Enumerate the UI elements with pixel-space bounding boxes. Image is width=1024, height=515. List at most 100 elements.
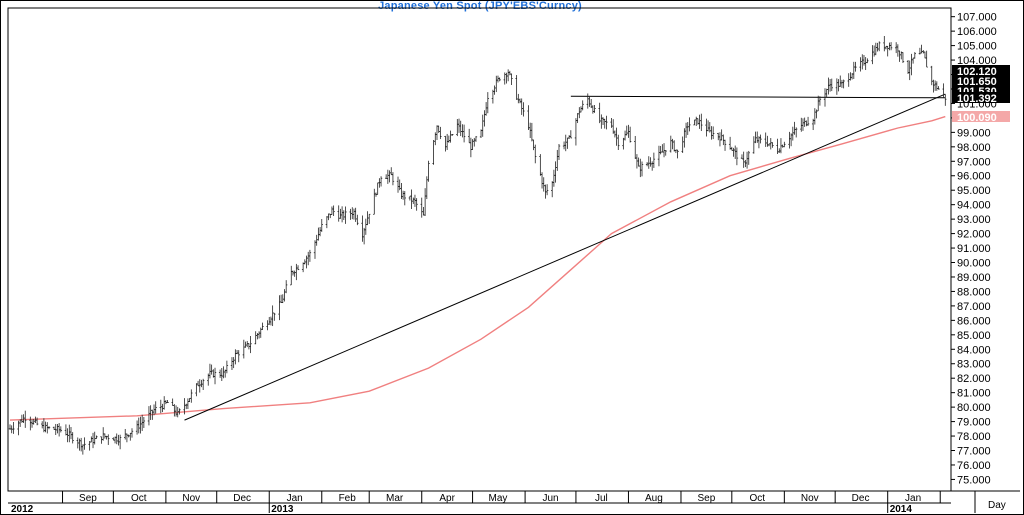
month-label: Sep — [79, 493, 97, 504]
ohlc-bar — [647, 156, 650, 169]
month-label: Jul — [595, 493, 608, 504]
ohlc-bar — [827, 77, 830, 95]
ohlc-bar — [337, 205, 340, 222]
ohlc-bar — [339, 208, 342, 219]
ohlc-bar — [352, 208, 356, 220]
month-label: Nov — [801, 493, 819, 504]
ohlc-bar — [483, 110, 486, 127]
ohlc-bar — [451, 134, 454, 136]
ohlc-bar — [711, 126, 715, 140]
year-label: 2012 — [11, 504, 34, 515]
ohlc-bar — [923, 51, 927, 59]
y-tick-label: 99.000 — [957, 127, 991, 139]
ohlc-bar — [354, 207, 357, 222]
ohlc-bar — [623, 130, 627, 141]
ohlc-bar — [574, 118, 578, 146]
ohlc-bar — [745, 151, 749, 169]
ohlc-bar — [576, 113, 579, 124]
month-label: Dec — [852, 493, 870, 504]
year-label: 2014 — [890, 504, 913, 515]
ohlc-bar — [557, 144, 561, 161]
ohlc-bar — [720, 129, 723, 141]
price-tag-box — [952, 85, 1010, 96]
month-label: Sep — [697, 493, 715, 504]
ohlc-bar — [284, 280, 288, 294]
ohlc-bar — [617, 134, 620, 151]
ohlc-bar — [495, 75, 498, 93]
ohlc-bar — [388, 170, 391, 183]
ohlc-bar — [149, 405, 152, 420]
ohlc-bar — [408, 195, 412, 201]
ohlc-bar — [930, 65, 933, 86]
ohlc-bar — [742, 151, 745, 168]
ohlc-bar — [942, 83, 945, 98]
ohlc-bar — [515, 75, 518, 100]
y-tick-label: 81.000 — [957, 388, 991, 400]
ohlc-bar — [386, 169, 390, 184]
ohlc-bar — [474, 136, 478, 142]
ohlc-bar — [307, 251, 310, 266]
ohlc-bar — [137, 417, 140, 434]
ohlc-bar — [835, 78, 839, 95]
y-tick-label: 80.000 — [957, 402, 991, 414]
ohlc-bar — [118, 434, 122, 450]
y-tick-label: 76.000 — [957, 460, 991, 472]
ohlc-bar — [305, 255, 308, 269]
ohlc-bar — [459, 120, 462, 137]
ohlc-bar — [696, 118, 700, 125]
ohlc-bar — [471, 139, 474, 150]
ohlc-bar — [257, 331, 261, 339]
ohlc-bar — [551, 181, 554, 198]
ohlc-bar — [368, 213, 371, 224]
ohlc-bar — [791, 126, 795, 141]
ohlc-bar — [171, 398, 174, 406]
ohlc-bar — [759, 134, 762, 144]
ohlc-bar — [813, 108, 817, 125]
ohlc-bar — [332, 205, 335, 217]
ohlc-bar — [640, 161, 644, 177]
ohlc-bar — [93, 431, 96, 445]
ohlc-bar — [315, 234, 318, 246]
ohlc-bar — [456, 119, 459, 137]
ohlc-bar — [705, 118, 708, 137]
ohlc-bar — [894, 42, 898, 54]
ohlc-bar — [918, 47, 922, 55]
ohlc-bar — [320, 219, 323, 232]
ohlc-bar — [578, 107, 581, 119]
ohlc-bar — [135, 420, 139, 435]
ohlc-bar — [376, 182, 379, 195]
ohlc-bar — [625, 125, 628, 136]
ohlc-bar — [139, 416, 142, 434]
ohlc-bar — [161, 403, 164, 413]
ohlc-bar — [68, 424, 71, 443]
ohlc-bar — [849, 72, 852, 81]
ohlc-bar — [566, 137, 569, 149]
ohlc-bar — [112, 437, 115, 441]
ohlc-bar — [771, 142, 774, 148]
ohlc-bar — [889, 42, 893, 51]
ohlc-bar — [325, 216, 329, 229]
price-tag-label: 100.090 — [957, 112, 997, 124]
ohlc-bar — [586, 93, 589, 109]
ohlc-bar — [273, 312, 276, 321]
ohlc-bar — [40, 421, 44, 429]
ohlc-bar — [261, 322, 264, 331]
y-tick-label: 91.000 — [957, 243, 991, 255]
ohlc-bar — [659, 145, 662, 155]
y-tick-label: 78.000 — [957, 431, 991, 443]
ohlc-bar — [71, 432, 74, 444]
month-label: Dec — [233, 493, 251, 504]
ohlc-bar — [190, 389, 193, 403]
y-tick-label: 97.000 — [957, 156, 991, 168]
ohlc-bar — [872, 45, 876, 57]
ohlc-bar — [356, 214, 359, 226]
ohlc-bar — [210, 364, 213, 375]
ohlc-bar — [342, 210, 345, 220]
ohlc-bar — [364, 218, 368, 235]
ohlc-bar — [186, 398, 190, 410]
ohlc-bar — [384, 174, 388, 179]
ohlc-bar — [107, 434, 110, 445]
ohlc-bar — [278, 295, 281, 321]
ohlc-bar — [142, 417, 146, 429]
ohlc-bar — [842, 79, 845, 89]
